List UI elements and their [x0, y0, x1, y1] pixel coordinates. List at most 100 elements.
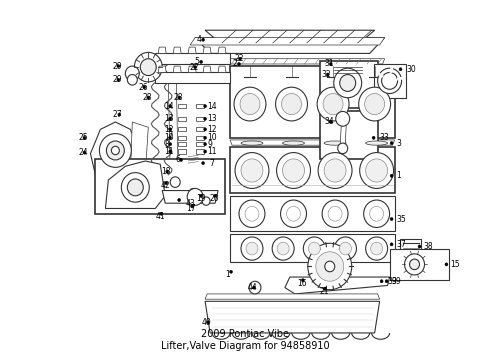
Circle shape: [245, 206, 259, 221]
Text: 24: 24: [78, 148, 88, 157]
Circle shape: [240, 94, 260, 114]
Circle shape: [106, 141, 124, 160]
Bar: [230, 234, 394, 262]
Polygon shape: [205, 301, 380, 333]
Polygon shape: [195, 37, 385, 53]
Polygon shape: [178, 136, 186, 140]
Ellipse shape: [324, 141, 346, 145]
Circle shape: [201, 162, 205, 165]
Circle shape: [328, 206, 342, 221]
Text: 25: 25: [78, 133, 88, 142]
Circle shape: [364, 200, 390, 228]
Text: 11: 11: [164, 147, 174, 156]
Polygon shape: [190, 37, 385, 45]
Circle shape: [194, 66, 196, 69]
Text: 17: 17: [186, 204, 196, 213]
Text: 42: 42: [160, 181, 170, 190]
Text: 22: 22: [189, 63, 198, 72]
Bar: [230, 66, 394, 138]
Polygon shape: [178, 149, 186, 154]
Polygon shape: [205, 294, 380, 299]
Text: 29: 29: [112, 62, 122, 71]
Circle shape: [134, 52, 162, 82]
Circle shape: [317, 87, 349, 121]
Polygon shape: [230, 140, 394, 145]
Circle shape: [199, 194, 203, 197]
Polygon shape: [158, 66, 166, 72]
Text: 10: 10: [207, 133, 217, 142]
Circle shape: [372, 136, 375, 139]
Circle shape: [166, 170, 169, 173]
Text: 12: 12: [164, 125, 174, 134]
Circle shape: [125, 66, 139, 81]
Circle shape: [169, 117, 171, 120]
Circle shape: [241, 237, 263, 260]
Bar: [230, 147, 394, 193]
Circle shape: [170, 177, 180, 188]
Circle shape: [214, 194, 217, 197]
Polygon shape: [196, 136, 204, 140]
Text: 16: 16: [297, 279, 306, 288]
Circle shape: [281, 200, 306, 228]
Circle shape: [238, 62, 241, 66]
Circle shape: [329, 62, 332, 66]
Text: 12: 12: [207, 125, 217, 134]
Circle shape: [340, 242, 351, 255]
Text: 43: 43: [185, 199, 195, 208]
Polygon shape: [188, 66, 196, 72]
Circle shape: [169, 128, 171, 131]
Text: 5: 5: [194, 57, 199, 66]
Polygon shape: [178, 142, 186, 146]
Circle shape: [204, 150, 207, 153]
Circle shape: [322, 200, 348, 228]
Circle shape: [241, 159, 263, 182]
Text: 21: 21: [320, 287, 329, 296]
Circle shape: [187, 188, 203, 205]
Text: 11: 11: [207, 147, 217, 156]
Circle shape: [329, 120, 332, 123]
Polygon shape: [91, 122, 140, 175]
Circle shape: [378, 68, 401, 94]
Circle shape: [199, 60, 203, 63]
Circle shape: [326, 73, 329, 76]
Circle shape: [287, 206, 300, 221]
Circle shape: [204, 136, 207, 139]
Text: 40: 40: [202, 318, 212, 327]
Bar: [230, 196, 394, 231]
Polygon shape: [196, 104, 204, 108]
Circle shape: [316, 252, 343, 281]
Text: 3: 3: [396, 139, 401, 148]
Circle shape: [127, 75, 137, 85]
Bar: [320, 112, 378, 159]
Circle shape: [246, 242, 258, 255]
Circle shape: [207, 321, 210, 324]
Bar: [390, 248, 449, 280]
Circle shape: [301, 279, 304, 282]
Circle shape: [382, 72, 397, 89]
Text: 26: 26: [138, 83, 148, 92]
Circle shape: [318, 153, 352, 188]
Circle shape: [334, 68, 362, 98]
Circle shape: [390, 217, 393, 221]
Text: 20: 20: [209, 194, 219, 203]
Text: 19: 19: [196, 194, 206, 203]
Circle shape: [323, 287, 326, 290]
Text: 13: 13: [164, 114, 174, 123]
Polygon shape: [196, 142, 204, 146]
Text: 7: 7: [209, 159, 214, 168]
Text: 10: 10: [164, 133, 174, 142]
Circle shape: [204, 117, 207, 120]
Text: 39: 39: [392, 277, 401, 286]
Polygon shape: [173, 47, 181, 53]
Text: 39: 39: [388, 277, 397, 286]
Circle shape: [83, 151, 86, 154]
Circle shape: [370, 242, 383, 255]
Circle shape: [191, 205, 194, 208]
Polygon shape: [155, 72, 230, 83]
Circle shape: [229, 270, 233, 273]
Circle shape: [360, 153, 393, 188]
Bar: [399, 239, 421, 254]
Text: 13: 13: [207, 114, 217, 123]
Text: 28: 28: [173, 93, 183, 102]
Bar: [96, 159, 225, 214]
